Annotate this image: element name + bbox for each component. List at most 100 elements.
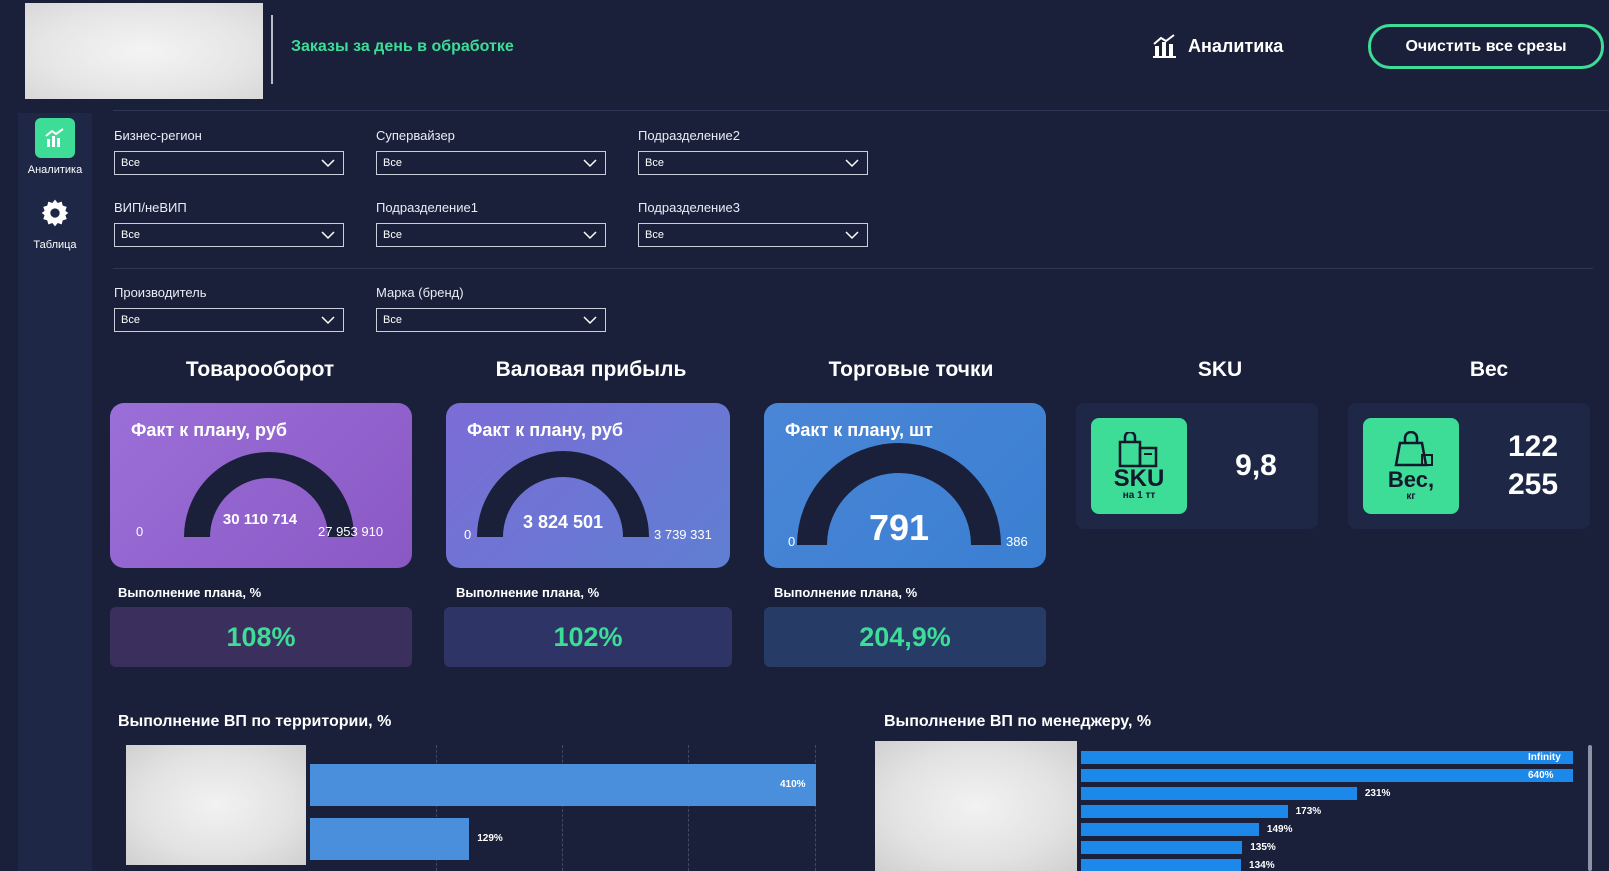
weight-bag-icon bbox=[1394, 430, 1433, 466]
filter-select[interactable]: Все bbox=[376, 308, 606, 332]
filters-divider bbox=[113, 268, 1593, 269]
filter-vip[interactable]: ВИП/неВИП Все bbox=[114, 200, 344, 247]
territory-map-image bbox=[126, 745, 306, 865]
plan-pct-gross-profit: 102% bbox=[444, 607, 732, 667]
gauge-value: 3 824 501 bbox=[522, 512, 604, 532]
filter-division2[interactable]: Подразделение2 Все bbox=[638, 128, 868, 175]
sku-icon: SKU на 1 тт bbox=[1091, 418, 1187, 514]
gauge-min: 0 bbox=[464, 527, 472, 542]
gauge-card-turnover[interactable]: Факт к плану, руб 30 110 714 0 27 953 91… bbox=[110, 403, 412, 568]
manager-bar[interactable] bbox=[1081, 841, 1243, 854]
filter-select[interactable]: Все bbox=[638, 151, 868, 175]
kpi-title-sku: SKU bbox=[1197, 358, 1243, 381]
gauge-card-label: Факт к плану, руб bbox=[131, 420, 287, 440]
filter-business-region[interactable]: Бизнес-регион Все bbox=[114, 128, 344, 175]
gauge-card-gross-profit[interactable]: Факт к плану, руб 3 824 501 0 3 739 331 bbox=[446, 403, 730, 568]
territory-bar[interactable] bbox=[310, 764, 816, 806]
manager-bar[interactable] bbox=[1081, 823, 1259, 836]
chevron-down-icon bbox=[845, 159, 859, 168]
gauge-max: 386 bbox=[1006, 534, 1028, 549]
manager-chart-title: Выполнение ВП по менеджеру, % bbox=[884, 713, 1152, 730]
gear-icon bbox=[35, 193, 75, 233]
header-divider bbox=[113, 110, 1609, 111]
manager-bar-label: 149% bbox=[1266, 824, 1293, 835]
gauge-value: 791 bbox=[868, 507, 930, 548]
sidebar-item-analytics[interactable]: Аналитика bbox=[18, 118, 92, 176]
filter-supervisor[interactable]: Супервайзер Все bbox=[376, 128, 606, 175]
sku-icon-sub: на 1 тт bbox=[1122, 489, 1156, 501]
grid-line bbox=[815, 745, 816, 871]
filter-manufacturer[interactable]: Производитель Все bbox=[114, 285, 344, 332]
filter-label: ВИП/неВИП bbox=[114, 200, 187, 215]
gauge-arc bbox=[797, 443, 1001, 546]
plan-label-gross-profit: Выполнение плана, % bbox=[456, 585, 600, 600]
filter-label: Подразделение1 bbox=[376, 200, 478, 215]
chevron-down-icon bbox=[845, 231, 859, 240]
plan-label-outlets: Выполнение плана, % bbox=[774, 585, 918, 600]
filter-label: Бизнес-регион bbox=[114, 128, 202, 143]
page-title[interactable]: Заказы за день в обработке bbox=[291, 38, 514, 55]
chevron-down-icon bbox=[321, 159, 335, 168]
filter-division3[interactable]: Подразделение3 Все bbox=[638, 200, 868, 247]
weight-icon-text: Вес, bbox=[1387, 466, 1435, 492]
grid-line bbox=[688, 745, 689, 871]
filter-division1[interactable]: Подразделение1 Все bbox=[376, 200, 606, 247]
sidebar-item-label: Таблица bbox=[33, 239, 77, 251]
gauge-min: 0 bbox=[136, 524, 144, 539]
kpi-title-outlets: Торговые точки bbox=[828, 358, 994, 381]
filter-select[interactable]: Все bbox=[114, 223, 344, 247]
filter-label: Подразделение3 bbox=[638, 200, 740, 215]
filter-label: Марка (бренд) bbox=[376, 285, 464, 300]
filter-select[interactable]: Все bbox=[114, 151, 344, 175]
chevron-down-icon bbox=[583, 231, 597, 240]
manager-bar[interactable] bbox=[1081, 805, 1288, 818]
manager-bar[interactable] bbox=[1081, 787, 1357, 800]
filter-select[interactable]: Все bbox=[638, 223, 868, 247]
company-logo bbox=[25, 3, 263, 99]
manager-bar[interactable] bbox=[1081, 751, 1573, 764]
chart-icon bbox=[35, 118, 75, 158]
filter-select[interactable]: Все bbox=[376, 151, 606, 175]
analytics-label: Аналитика bbox=[1188, 35, 1284, 56]
gauge-card-outlets[interactable]: Факт к плану, шт 791 0 386 bbox=[764, 403, 1046, 568]
sidebar-item-label: Аналитика bbox=[27, 164, 83, 176]
manager-bar-label: 231% bbox=[1364, 788, 1391, 799]
weight-icon: Вес, кг bbox=[1363, 418, 1459, 514]
manager-chart-scrollbar[interactable] bbox=[1588, 745, 1592, 871]
sidebar-item-table[interactable]: Таблица bbox=[18, 193, 92, 251]
kpi-title-weight: Вес bbox=[1469, 358, 1509, 381]
manager-bar-label: Infinity bbox=[1528, 752, 1561, 763]
sku-value: 9,8 bbox=[1235, 449, 1277, 482]
plan-pct-turnover: 108% bbox=[110, 607, 412, 667]
gauge-arc bbox=[184, 452, 354, 538]
filter-label: Производитель bbox=[114, 285, 207, 300]
gauge-max: 27 953 910 bbox=[318, 524, 384, 539]
sku-icon-text: SKU bbox=[1113, 464, 1165, 492]
analytics-nav-link[interactable]: Аналитика bbox=[1152, 33, 1283, 59]
manager-bar[interactable] bbox=[1081, 769, 1573, 782]
grid-line bbox=[562, 745, 563, 871]
weight-icon-sub: кг bbox=[1406, 490, 1416, 502]
manager-bar[interactable] bbox=[1081, 859, 1242, 871]
grid-line bbox=[436, 745, 437, 871]
territory-bar[interactable] bbox=[310, 818, 470, 860]
territory-bar-label: 410% bbox=[780, 779, 806, 790]
weight-value: 122 255 bbox=[1488, 428, 1578, 504]
weight-card: Вес, кг 122 255 bbox=[1348, 403, 1590, 529]
plan-label-turnover: Выполнение плана, % bbox=[118, 585, 262, 600]
filter-label: Подразделение2 bbox=[638, 128, 740, 143]
filter-select[interactable]: Все bbox=[114, 308, 344, 332]
gauge-max: 3 739 331 bbox=[654, 527, 712, 542]
manager-bar-label: 173% bbox=[1295, 806, 1322, 817]
chevron-down-icon bbox=[583, 159, 597, 168]
weight-value-line1: 122 bbox=[1507, 430, 1559, 463]
manager-bar-label: 135% bbox=[1250, 842, 1276, 853]
filter-select[interactable]: Все bbox=[376, 223, 606, 247]
filter-brand[interactable]: Марка (бренд) Все bbox=[376, 285, 606, 332]
chevron-down-icon bbox=[583, 316, 597, 325]
clear-filters-button[interactable]: Очистить все срезы bbox=[1368, 24, 1604, 69]
manager-bar-label: 640% bbox=[1528, 770, 1554, 781]
gauge-min: 0 bbox=[788, 534, 796, 549]
shopping-bags-icon bbox=[1118, 431, 1158, 467]
chevron-down-icon bbox=[321, 231, 335, 240]
